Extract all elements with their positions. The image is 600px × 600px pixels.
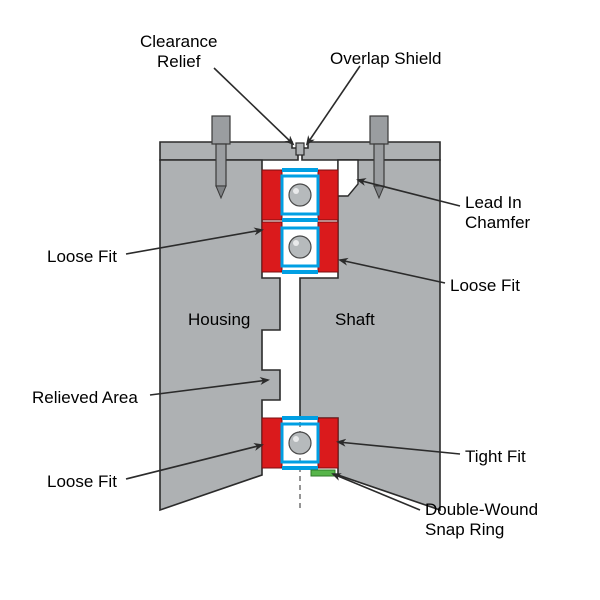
upper-bearing-2 [262, 222, 338, 272]
label-loose-fit-ul: Loose Fit [47, 247, 117, 267]
label-lead-in-chamfer: Lead In Chamfer [465, 193, 530, 232]
label-clearance-relief: Clearance Relief [140, 32, 218, 71]
label-shaft: Shaft [335, 310, 375, 330]
leader-overlap-shield [307, 66, 360, 144]
label-relieved-area: Relieved Area [32, 388, 138, 408]
snap-ring [311, 470, 335, 476]
top-plate [160, 142, 440, 160]
label-housing: Housing [188, 310, 250, 330]
label-tight-fit: Tight Fit [465, 447, 526, 467]
label-double-wound: Double-Wound Snap Ring [425, 500, 538, 539]
label-loose-fit-ur: Loose Fit [450, 276, 520, 296]
upper-bearing-1 [262, 170, 338, 220]
label-loose-fit-ll: Loose Fit [47, 472, 117, 492]
lower-bearing [262, 418, 338, 468]
label-overlap-shield: Overlap Shield [330, 49, 442, 69]
